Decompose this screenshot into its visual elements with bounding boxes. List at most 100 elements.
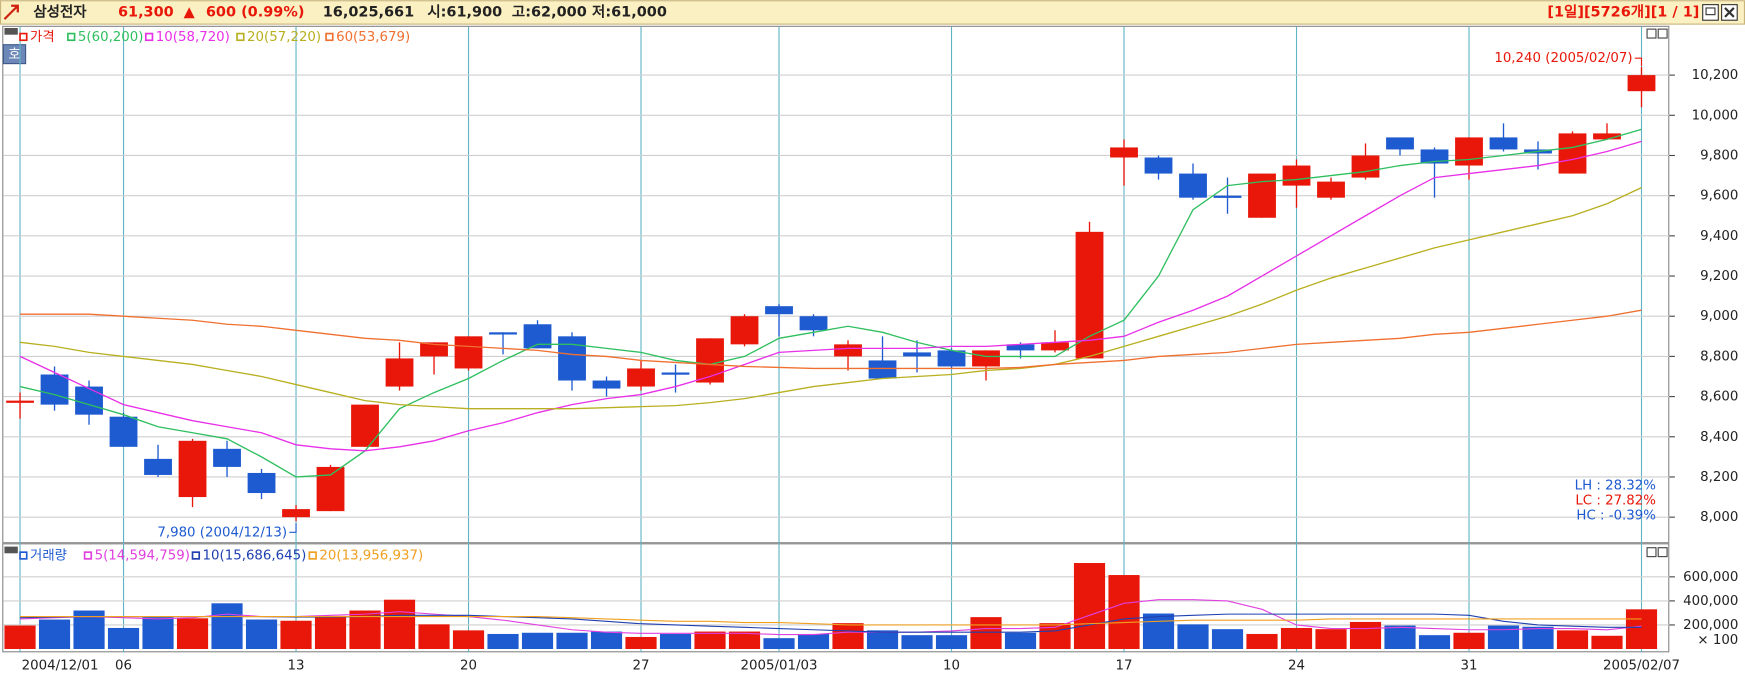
candle-body [1006,344,1035,351]
panel-close-button[interactable] [1657,547,1668,558]
high-arrow [1634,57,1643,66]
candle-body [1110,147,1138,158]
volume-bar [1142,613,1175,649]
close-icon [1724,7,1735,18]
candle-body [696,338,724,383]
volume-bar [38,619,71,649]
candle-body [1489,137,1518,150]
volume-bar [418,624,450,649]
candle-body [1420,149,1449,164]
volume-bar [1591,635,1623,649]
volume-bar [1384,625,1416,649]
volume-bar [763,638,795,649]
candle-body [1041,342,1069,351]
candle-body [834,344,862,357]
legend-label: 가격 [30,29,55,45]
stat-label: HC : -0.39% [1576,508,1656,523]
candle-body [592,380,621,389]
candle-body [1351,155,1380,178]
y-tick-label: 9,800 [1700,148,1738,163]
y-tick-label: 400,000 [1683,594,1738,609]
legend-label: 10(15,686,645) [203,549,307,564]
y-tick-label: 9,600 [1700,189,1738,204]
candle-body [1455,137,1483,166]
y-tick-label: 10,200 [1692,68,1739,83]
x-tick-label: 2005/01/03 [741,659,818,674]
volume-bar [935,635,968,649]
volume-bar [1004,632,1037,649]
volume-bar [625,636,657,649]
candle-body [972,350,1000,367]
panel-menu[interactable] [4,28,18,35]
volume-bar [1280,627,1313,649]
panel-max-button[interactable] [1646,28,1657,39]
y-tick-label: 8,400 [1700,430,1738,445]
legend-label: 10(58,720) [156,30,230,45]
maximize-button[interactable] [1702,4,1719,21]
candle-body [489,332,517,335]
legend-icon [144,32,154,42]
volume-bar [901,635,933,649]
legend-icon [191,551,201,560]
volume-bar [107,627,140,649]
candle-body [1075,231,1104,359]
volume-bar [487,633,519,649]
volume-bar [1108,575,1140,649]
x-tick-label: 20 [460,659,477,674]
candle-body [765,306,793,315]
candle-body [1213,195,1242,198]
moving-average-line [19,140,1642,452]
candle-body [1317,181,1345,198]
candle-body [109,416,138,447]
volume-bar [1453,632,1485,649]
candle-body [1179,173,1207,198]
volume-bar [797,633,830,649]
stat-label: LH : 28.32% [1575,478,1656,493]
x-tick-label: 13 [288,659,305,674]
panel-menu[interactable] [4,546,18,554]
volume-bar [452,630,485,649]
volume-bar [521,632,554,649]
change-mark: ▲ [184,4,196,20]
y-tick-label: 600,000 [1683,570,1738,585]
x-tick-label: 31 [1461,659,1478,674]
volume-bar [1556,630,1589,649]
status: [1일][5726개][1 / 1] [1547,3,1699,20]
volume-bar [1418,635,1451,649]
y-tick-label: 9,200 [1700,269,1738,284]
legend-icon [67,32,76,42]
volume-bar [832,623,864,649]
volume-bar [1625,609,1658,649]
legend-icon [83,551,93,560]
candle-body [1386,137,1414,150]
volume-bar [1211,629,1244,649]
panel-close-button[interactable] [1657,28,1668,39]
volume-bar [314,615,347,649]
candle-body [420,342,448,357]
candle-body [868,360,897,379]
panel-max-button[interactable] [1646,547,1657,558]
high-price: 고:62,000 [512,4,587,20]
high-label: 10,240 (2005/02/07) [1494,51,1632,66]
volume: 16,025,661 [323,4,414,20]
candle-body [144,458,172,475]
volume-bar [1315,629,1347,649]
volume-bar [970,617,1002,649]
volume-bar [1487,625,1520,649]
candle-body [247,472,276,494]
x-tick-label: 06 [115,659,132,674]
candle-body [558,336,586,381]
legend-label: 20(57,220) [247,30,321,45]
volume-bar [590,631,623,649]
candle-body [316,466,345,512]
y-tick-label: 8,800 [1700,349,1738,364]
legend-icon [308,551,317,560]
moving-average-line [19,187,1642,410]
volume-bar [1073,563,1106,649]
candle-body [799,316,828,331]
legend-icon [325,32,334,42]
candle-body [1248,173,1276,218]
volume-bar [1522,626,1554,649]
